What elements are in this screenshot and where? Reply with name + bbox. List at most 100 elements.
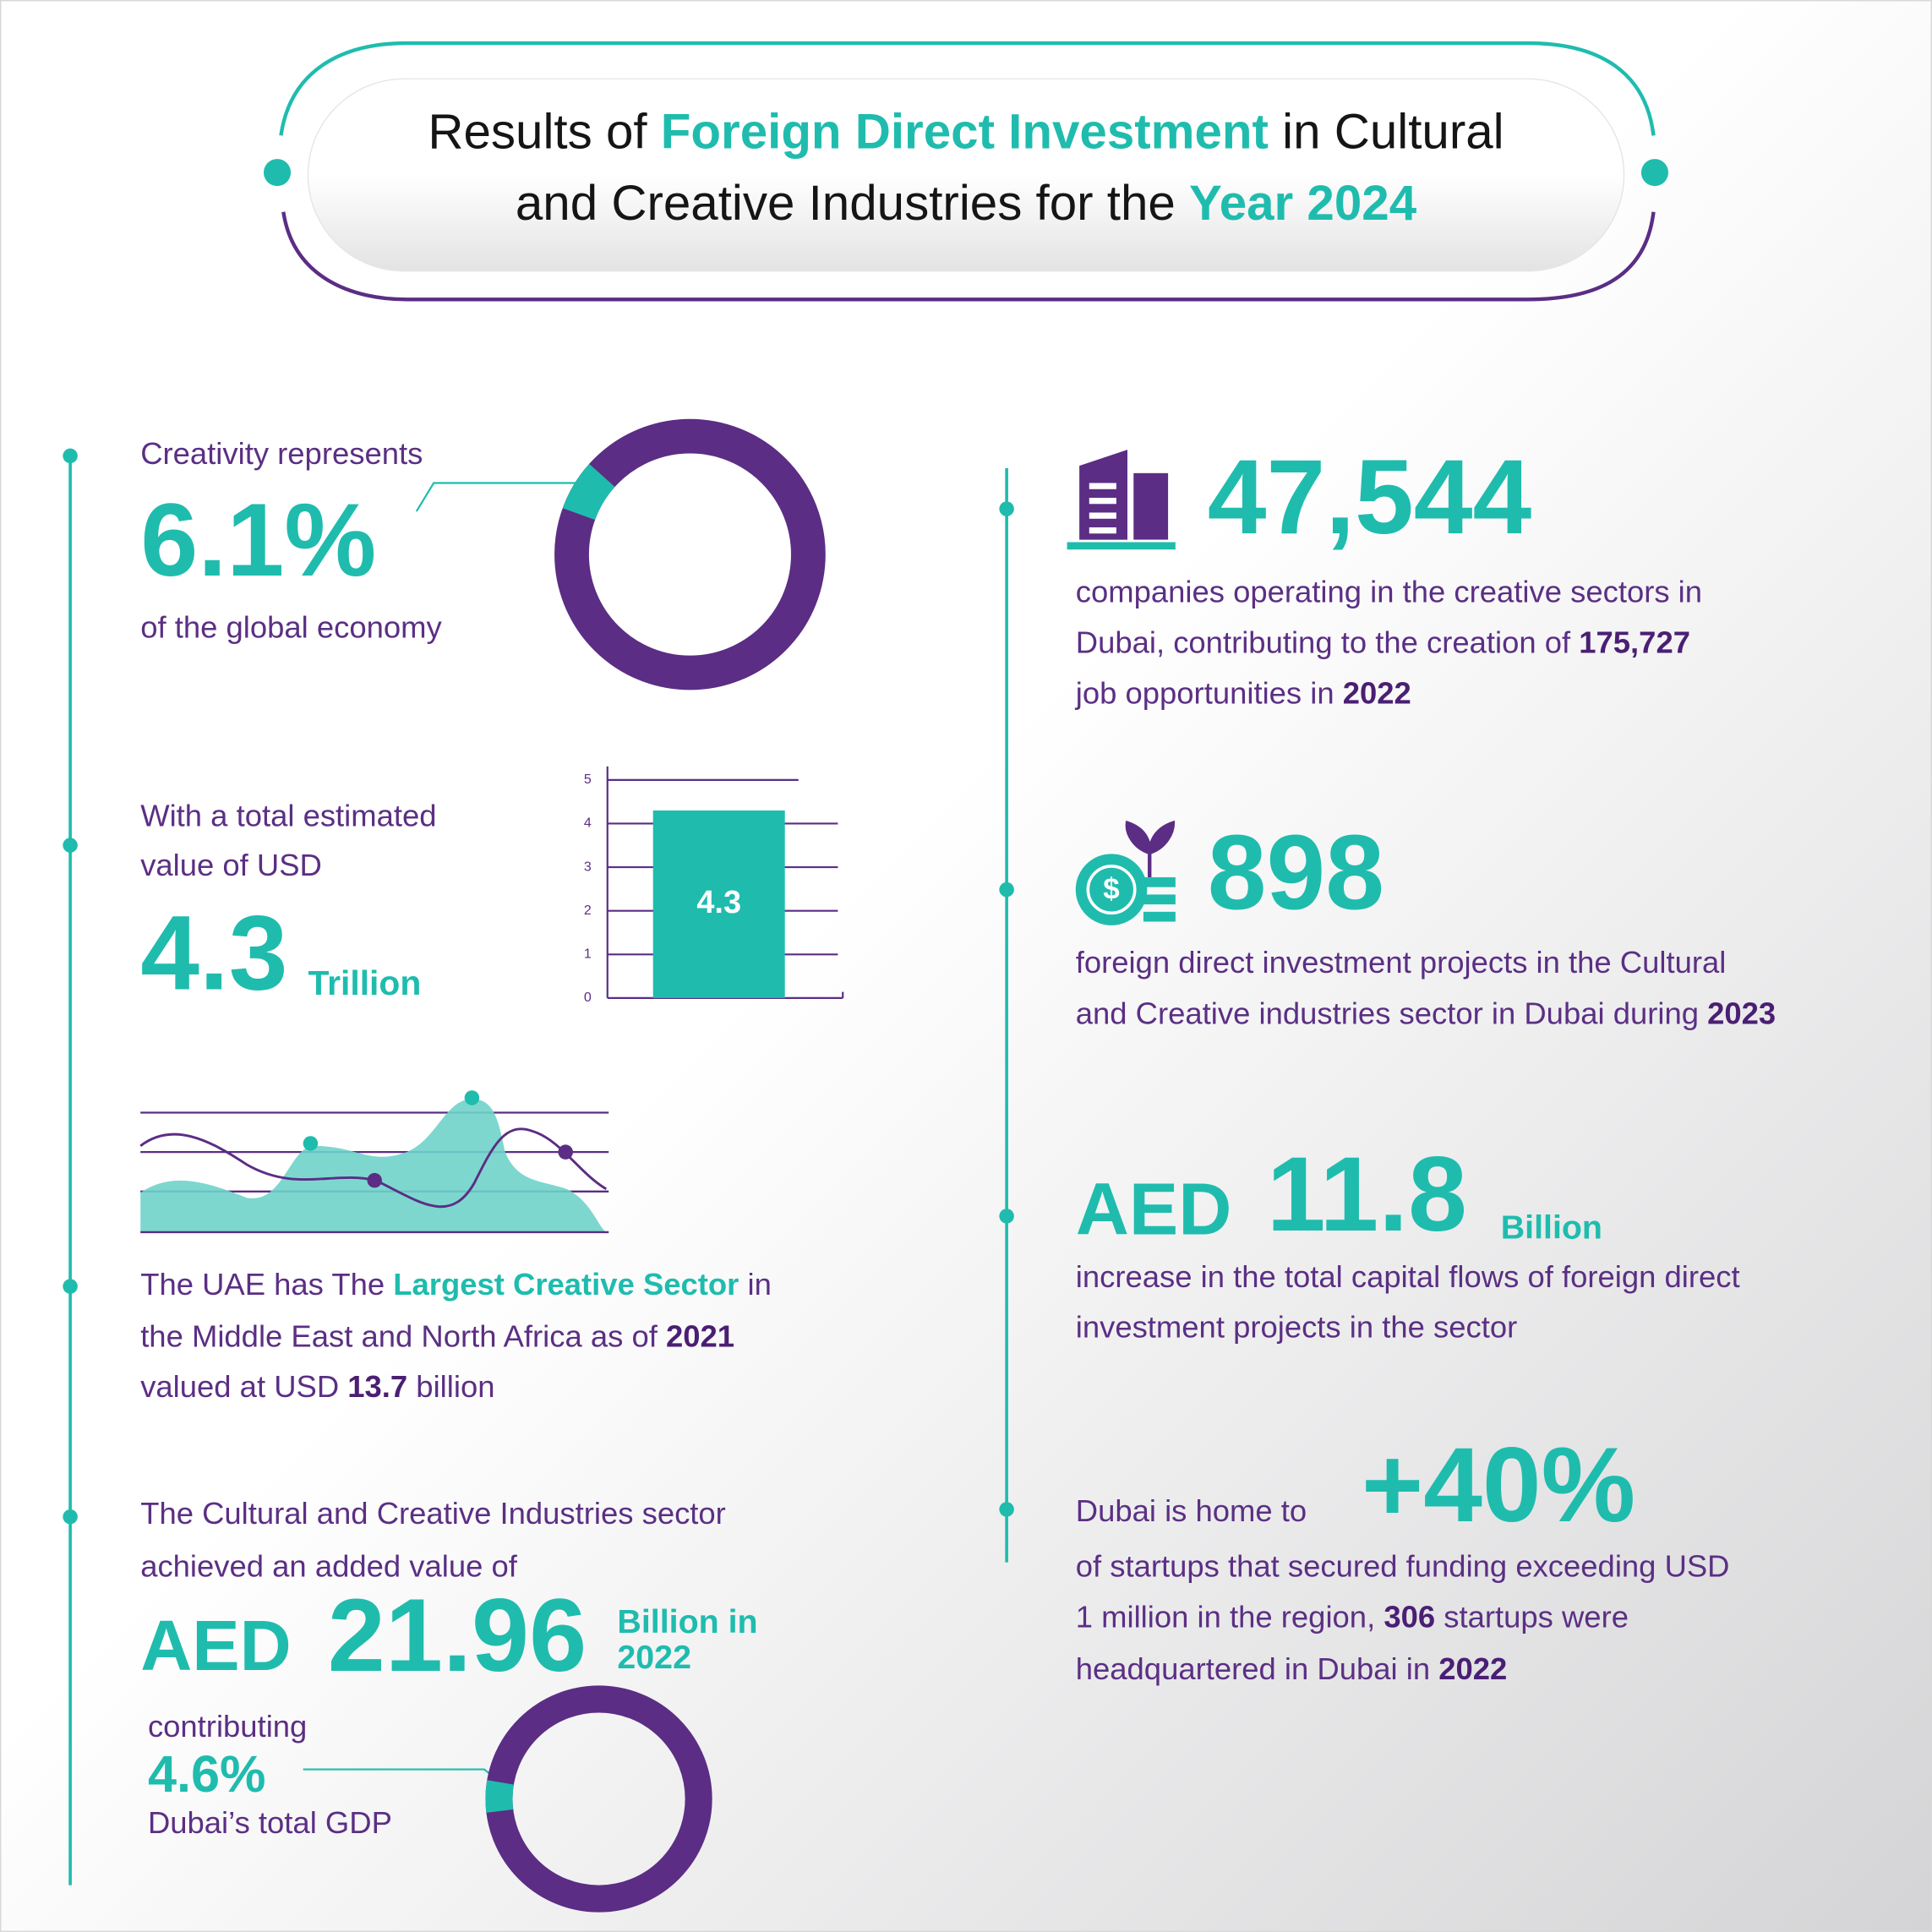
icon-part [1133, 472, 1169, 540]
intro: Creativity represents [140, 436, 423, 471]
donut-track [554, 418, 826, 690]
text-line: headquartered in Dubai in 2022 [1076, 1651, 1508, 1686]
text: 1 million in the region, [1076, 1599, 1384, 1634]
text-line: increase in the total capital flows of f… [1076, 1259, 1740, 1294]
caption: Dubai’s total GDP [148, 1805, 392, 1840]
caption: of the global economy [140, 610, 442, 645]
bold: 2023 [1707, 996, 1776, 1030]
title-pill [307, 78, 1625, 272]
timeline-dot [63, 838, 78, 853]
text-line: investment projects in the sector [1076, 1310, 1518, 1345]
icon-part [1089, 527, 1116, 534]
text-line: companies operating in the creative sect… [1076, 574, 1702, 609]
icon-part [1143, 894, 1176, 905]
title-text: Results of [428, 105, 660, 160]
intro: Dubai is home to [1076, 1493, 1307, 1528]
header-arc-bottom [281, 211, 1656, 302]
icon-coin-ring [1086, 865, 1137, 915]
wave-dot [464, 1090, 480, 1105]
text: The UAE has The [140, 1267, 393, 1302]
text: headquartered in Dubai in [1076, 1651, 1438, 1686]
bold: 2021 [666, 1318, 734, 1353]
icon-part [1143, 877, 1176, 887]
wave-line [139, 1127, 608, 1209]
text: valued at USD [140, 1369, 347, 1404]
y-tick-label: 5 [584, 772, 592, 787]
text-line: and Creative industries sector in Dubai … [1076, 996, 1776, 1030]
wave-chart [139, 1090, 609, 1234]
bold: 13.7 [347, 1369, 407, 1404]
investment-icon: $ [1075, 820, 1176, 925]
timeline-dot [63, 1509, 78, 1525]
currency: AED [1076, 1168, 1232, 1251]
y-tick-label: 1 [584, 947, 592, 962]
unit: Trillion [308, 963, 421, 1002]
unit: Billion [1501, 1209, 1602, 1246]
wave-dot [558, 1144, 573, 1160]
donut [485, 1685, 712, 1913]
bold: 175,727 [1579, 625, 1690, 659]
text: Dubai, contributing to the creation of [1076, 625, 1580, 659]
bar-label: 4.3 [696, 885, 741, 920]
text-line: 1 million in the region, 306 startups we… [1076, 1599, 1629, 1634]
icon-plant [1125, 820, 1176, 878]
text-line: foreign direct investment projects in th… [1076, 945, 1727, 980]
highlight: Largest Creative Sector [393, 1267, 739, 1302]
intro: value of USD [140, 848, 322, 882]
header-arc-top [279, 41, 1656, 136]
big-value: 898 [1208, 813, 1384, 932]
timeline-dot [999, 501, 1014, 516]
big-value: +40% [1362, 1425, 1635, 1544]
donut [554, 418, 826, 690]
wave-area [140, 1099, 607, 1232]
icon-coin [1075, 854, 1148, 925]
title-highlight: Foreign Direct Investment [661, 105, 1269, 160]
y-tick-label: 2 [584, 903, 592, 918]
title-line: and Creative Industries for the Year 202… [516, 176, 1417, 231]
big-value: 47,544 [1208, 437, 1532, 556]
bold: 2022 [1343, 675, 1411, 710]
title-text: in Cultural [1269, 105, 1504, 160]
leader-line [415, 482, 580, 512]
y-tick-label: 0 [584, 990, 592, 1005]
icon-symbol: $ [1103, 872, 1119, 905]
icon-part [1089, 512, 1116, 519]
text: job opportunities in [1075, 675, 1343, 710]
building-icon [1067, 450, 1176, 550]
suffix: Billion in [617, 1603, 757, 1640]
text-line: Dubai, contributing to the creation of 1… [1076, 625, 1690, 659]
icon-part [1143, 911, 1176, 922]
y-tick-label: 3 [584, 859, 592, 874]
timeline-dot [63, 448, 78, 464]
bar [652, 810, 785, 998]
icon-part [1089, 483, 1116, 489]
text: and Creative industries sector in Dubai … [1076, 996, 1707, 1030]
text: billion [407, 1369, 494, 1404]
text-line: the Middle East and North Africa as of 2… [140, 1318, 734, 1353]
big-value: 4.3 [140, 892, 287, 1012]
text-line: The UAE has The Largest Creative Sector … [140, 1267, 772, 1302]
bold: 2022 [1438, 1651, 1507, 1686]
timeline-dot [999, 1209, 1014, 1224]
timeline-dot [999, 1502, 1014, 1517]
title-text: and Creative Industries for the [516, 176, 1189, 231]
text: startups were [1435, 1599, 1629, 1634]
title-line: Results of Foreign Direct Investment in … [428, 105, 1504, 160]
text-line: valued at USD 13.7 billion [140, 1369, 494, 1404]
header-dot [1640, 159, 1669, 187]
icon-base [1067, 542, 1176, 550]
header-dot [263, 159, 292, 187]
label: contributing [148, 1709, 307, 1744]
title-highlight: Year 2024 [1189, 176, 1417, 231]
text-line: of startups that secured funding exceedi… [1076, 1549, 1730, 1584]
bold: 306 [1384, 1599, 1435, 1634]
intro: With a total estimated [140, 799, 436, 833]
timeline-dot [63, 1279, 78, 1294]
wave-dot [367, 1172, 382, 1188]
donut-segment [485, 1780, 514, 1813]
